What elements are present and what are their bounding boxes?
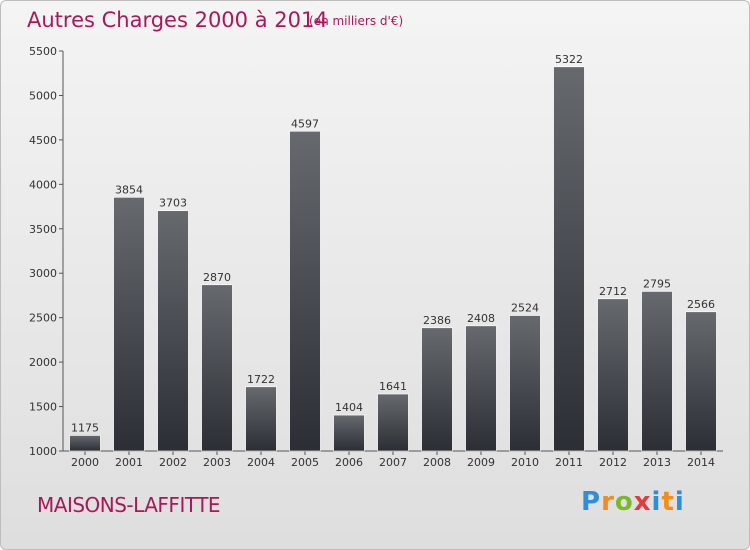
- value-label-2004: 1722: [247, 373, 275, 386]
- value-label-2013: 2795: [643, 277, 671, 290]
- value-label-2014: 2566: [687, 298, 715, 311]
- x-tick-label: 2010: [511, 456, 539, 469]
- bar-2013: [641, 291, 673, 452]
- x-tick-label: 2006: [335, 456, 363, 469]
- y-tick-label: 5000: [29, 89, 57, 102]
- bar-2001: [113, 197, 145, 452]
- y-tick-label: 2000: [29, 356, 57, 369]
- bar-2006: [333, 414, 365, 452]
- bar-2012: [597, 298, 629, 452]
- bar-2000: [69, 435, 101, 452]
- bar-2014: [685, 311, 717, 452]
- logo-letter: i: [674, 487, 685, 517]
- y-tick-label: 2500: [29, 312, 57, 325]
- y-tick-label: 3500: [29, 223, 57, 236]
- bar-2007: [377, 393, 409, 452]
- x-tick-label: 2014: [687, 456, 715, 469]
- x-axis: 2000 2001 2002 2003 2004 2005 2006 2007 2008 2009…: [63, 450, 723, 469]
- x-tick-label: 2007: [379, 456, 407, 469]
- bar-2003: [201, 284, 233, 452]
- y-tick-label: 1500: [29, 401, 57, 414]
- value-label-2012: 2712: [599, 285, 627, 298]
- value-labels: 1175 3854 3703 2870 1722 4597 1404 1641 2386 2408…: [71, 53, 715, 435]
- value-label-2007: 1641: [379, 380, 407, 393]
- chart-title: Autres Charges 2000 à 2014: [27, 8, 328, 32]
- x-tick-label: 2009: [467, 456, 495, 469]
- logo-letter: x: [633, 487, 652, 517]
- value-label-2003: 2870: [203, 271, 231, 284]
- logo-letter: P: [581, 487, 602, 517]
- logo-letter: t: [661, 487, 675, 517]
- x-tick-label: 2013: [643, 456, 671, 469]
- y-tick-label: 5500: [29, 45, 57, 58]
- proxiti-logo: Proxiti: [581, 487, 685, 517]
- x-tick-label: 2004: [247, 456, 275, 469]
- y-tick-label: 4500: [29, 134, 57, 147]
- value-label-2000: 1175: [71, 421, 99, 434]
- y-axis: 1000 1500 2000 2500 3000 3500 4000 4500 5000 5500: [29, 45, 64, 458]
- bar-2004: [245, 386, 277, 452]
- logo-letter: r: [601, 487, 615, 517]
- logo-letter: o: [614, 487, 634, 517]
- value-label-2008: 2386: [423, 314, 451, 327]
- bar-2009: [465, 325, 497, 452]
- x-tick-label: 2001: [115, 456, 143, 469]
- logo-letter: i: [651, 487, 662, 517]
- x-tick-label: 2002: [159, 456, 187, 469]
- bar-2005: [289, 130, 321, 452]
- bar-2008: [421, 327, 453, 452]
- y-tick-label: 1000: [29, 445, 57, 458]
- value-label-2002: 3703: [159, 197, 187, 210]
- bar-2011: [553, 66, 585, 452]
- value-label-2009: 2408: [467, 312, 495, 325]
- bar-2010: [509, 315, 541, 452]
- value-label-2011: 5322: [555, 53, 583, 66]
- x-tick-label: 2011: [555, 456, 583, 469]
- value-label-2001: 3854: [115, 183, 143, 196]
- value-label-2006: 1404: [335, 401, 363, 414]
- x-tick-label: 2005: [291, 456, 319, 469]
- y-tick-label: 4000: [29, 178, 57, 191]
- value-label-2005: 4597: [291, 117, 319, 130]
- x-tick-label: 2000: [71, 456, 99, 469]
- unit-note: (en milliers d'€): [309, 14, 404, 28]
- bar-2002: [157, 210, 189, 452]
- x-tick-label: 2012: [599, 456, 627, 469]
- bars: [69, 66, 717, 452]
- x-tick-label: 2003: [203, 456, 231, 469]
- x-tick-label: 2008: [423, 456, 451, 469]
- city-name: MAISONS-LAFFITTE: [37, 493, 221, 517]
- value-label-2010: 2524: [511, 302, 539, 315]
- y-tick-label: 3000: [29, 267, 57, 280]
